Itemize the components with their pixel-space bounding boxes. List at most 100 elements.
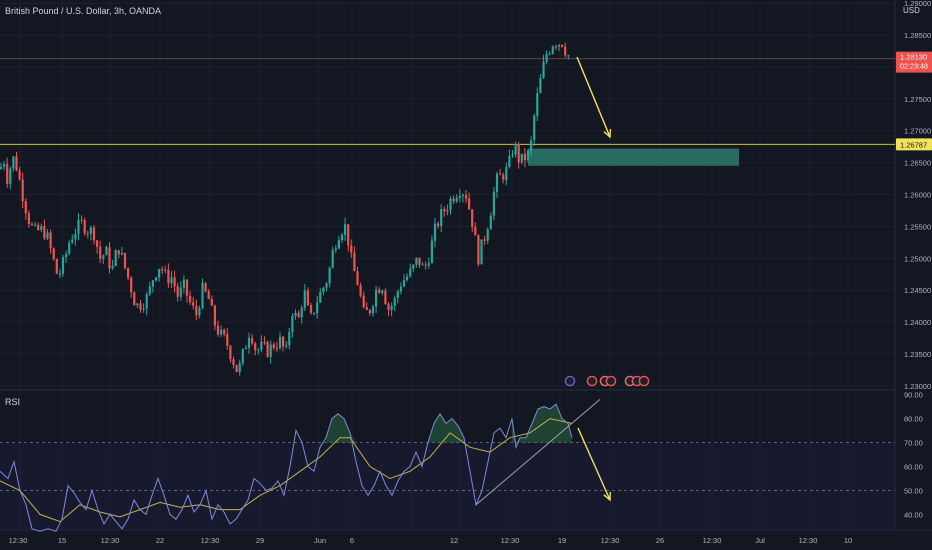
candle-body [167, 269, 170, 284]
event-icon [638, 375, 650, 387]
candle-body [406, 276, 409, 281]
price-tick-label: 1.26500 [904, 159, 931, 168]
candle-body [148, 286, 151, 295]
price-tick-label: 1.23000 [904, 382, 931, 391]
candle-body [77, 219, 80, 235]
candle-body [111, 266, 114, 269]
candle-body [257, 349, 260, 351]
candle-body [561, 44, 564, 47]
candle-body [461, 195, 464, 197]
candle-body [300, 307, 303, 318]
level-badge [896, 138, 932, 151]
candle-body [136, 303, 139, 306]
currency-label: USD [903, 6, 920, 15]
candle-body [130, 277, 133, 293]
candle-body [344, 224, 347, 235]
rsi-trendline [475, 399, 601, 506]
candle-body [229, 345, 232, 360]
candle-body [154, 277, 158, 281]
candle-body [260, 341, 263, 350]
candle-body [192, 302, 195, 306]
candle-body [15, 156, 18, 171]
candle-body [269, 344, 272, 357]
candle-countdown: 02:23:48 [900, 62, 928, 71]
candle-body [37, 224, 40, 230]
candle-body [433, 223, 437, 241]
candle-body [356, 271, 359, 286]
rsi-tick-label: 60.00 [904, 462, 923, 471]
candle-body [347, 224, 350, 246]
candle-body [83, 219, 86, 234]
candle-body [201, 283, 204, 309]
candle-body [6, 163, 9, 184]
candle-body [495, 173, 499, 192]
candle-body [328, 267, 331, 284]
candle-body [105, 247, 108, 256]
rsi-overbought-fill [512, 404, 572, 443]
candle-body [523, 153, 526, 161]
candle-body [557, 44, 561, 47]
candle-body [220, 329, 223, 335]
candle-body [189, 295, 192, 303]
candle-body [399, 286, 402, 292]
candle-body [449, 198, 452, 211]
candle-body [331, 249, 334, 268]
candle-body [313, 312, 316, 314]
candle-body [387, 304, 390, 311]
candle-body [30, 223, 34, 225]
candle-body [499, 173, 502, 175]
candle-body [58, 273, 61, 275]
candle-body [303, 290, 306, 308]
rsi-tick-label: 40.00 [904, 510, 923, 519]
time-tick-label: 19 [558, 536, 566, 545]
candle-body [437, 223, 440, 227]
candle-body [322, 287, 325, 293]
candle-body [375, 289, 378, 307]
candle-body [74, 234, 77, 240]
candle-body [505, 166, 508, 180]
candle-body [564, 46, 567, 56]
time-tick-label: 6 [350, 536, 354, 545]
candle-body [127, 267, 130, 278]
event-icon [564, 375, 576, 387]
candle-body [514, 144, 517, 155]
price-tick-label: 1.27000 [904, 127, 931, 136]
candle-body [489, 215, 492, 230]
candle-body [297, 313, 300, 318]
candle-body [244, 347, 247, 350]
bearish-arrow [576, 56, 611, 138]
candle-body [371, 306, 375, 314]
rsi-tick-label: 90.00 [904, 391, 923, 400]
price-tick-label: 1.27500 [904, 95, 931, 104]
time-tick-label: 29 [256, 536, 264, 545]
candle-body [340, 234, 344, 241]
candle-body [216, 325, 220, 335]
candle-body [133, 292, 136, 306]
time-tick-label: 12:30 [703, 536, 722, 545]
candle-body [458, 195, 461, 198]
candle-body [306, 290, 309, 306]
candle-body [68, 242, 71, 254]
time-tick-label: 26 [656, 536, 664, 545]
candle-body [567, 55, 570, 57]
candle-body [545, 53, 548, 62]
candle-body [492, 191, 495, 216]
candle-body [483, 239, 486, 241]
candle-body [468, 198, 471, 210]
candle-body [471, 209, 474, 227]
candle-body [402, 280, 406, 287]
time-tick-label: 12:30 [601, 536, 620, 545]
level-value: 1.26787 [900, 140, 927, 149]
candle-body [120, 252, 123, 255]
candle-body [198, 308, 201, 316]
candle-body [266, 342, 269, 357]
candle-body [185, 279, 189, 296]
candle-body [226, 334, 229, 346]
candle-body [526, 150, 530, 161]
price-tick-label: 1.24000 [904, 318, 931, 327]
candle-body [247, 337, 251, 348]
candle-body [548, 53, 551, 55]
candle-body [368, 309, 371, 314]
candle-body [145, 294, 148, 309]
